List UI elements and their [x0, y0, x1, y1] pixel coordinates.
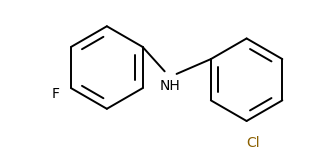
- Text: NH: NH: [159, 79, 180, 93]
- Text: Cl: Cl: [247, 136, 260, 150]
- Text: F: F: [51, 87, 59, 101]
